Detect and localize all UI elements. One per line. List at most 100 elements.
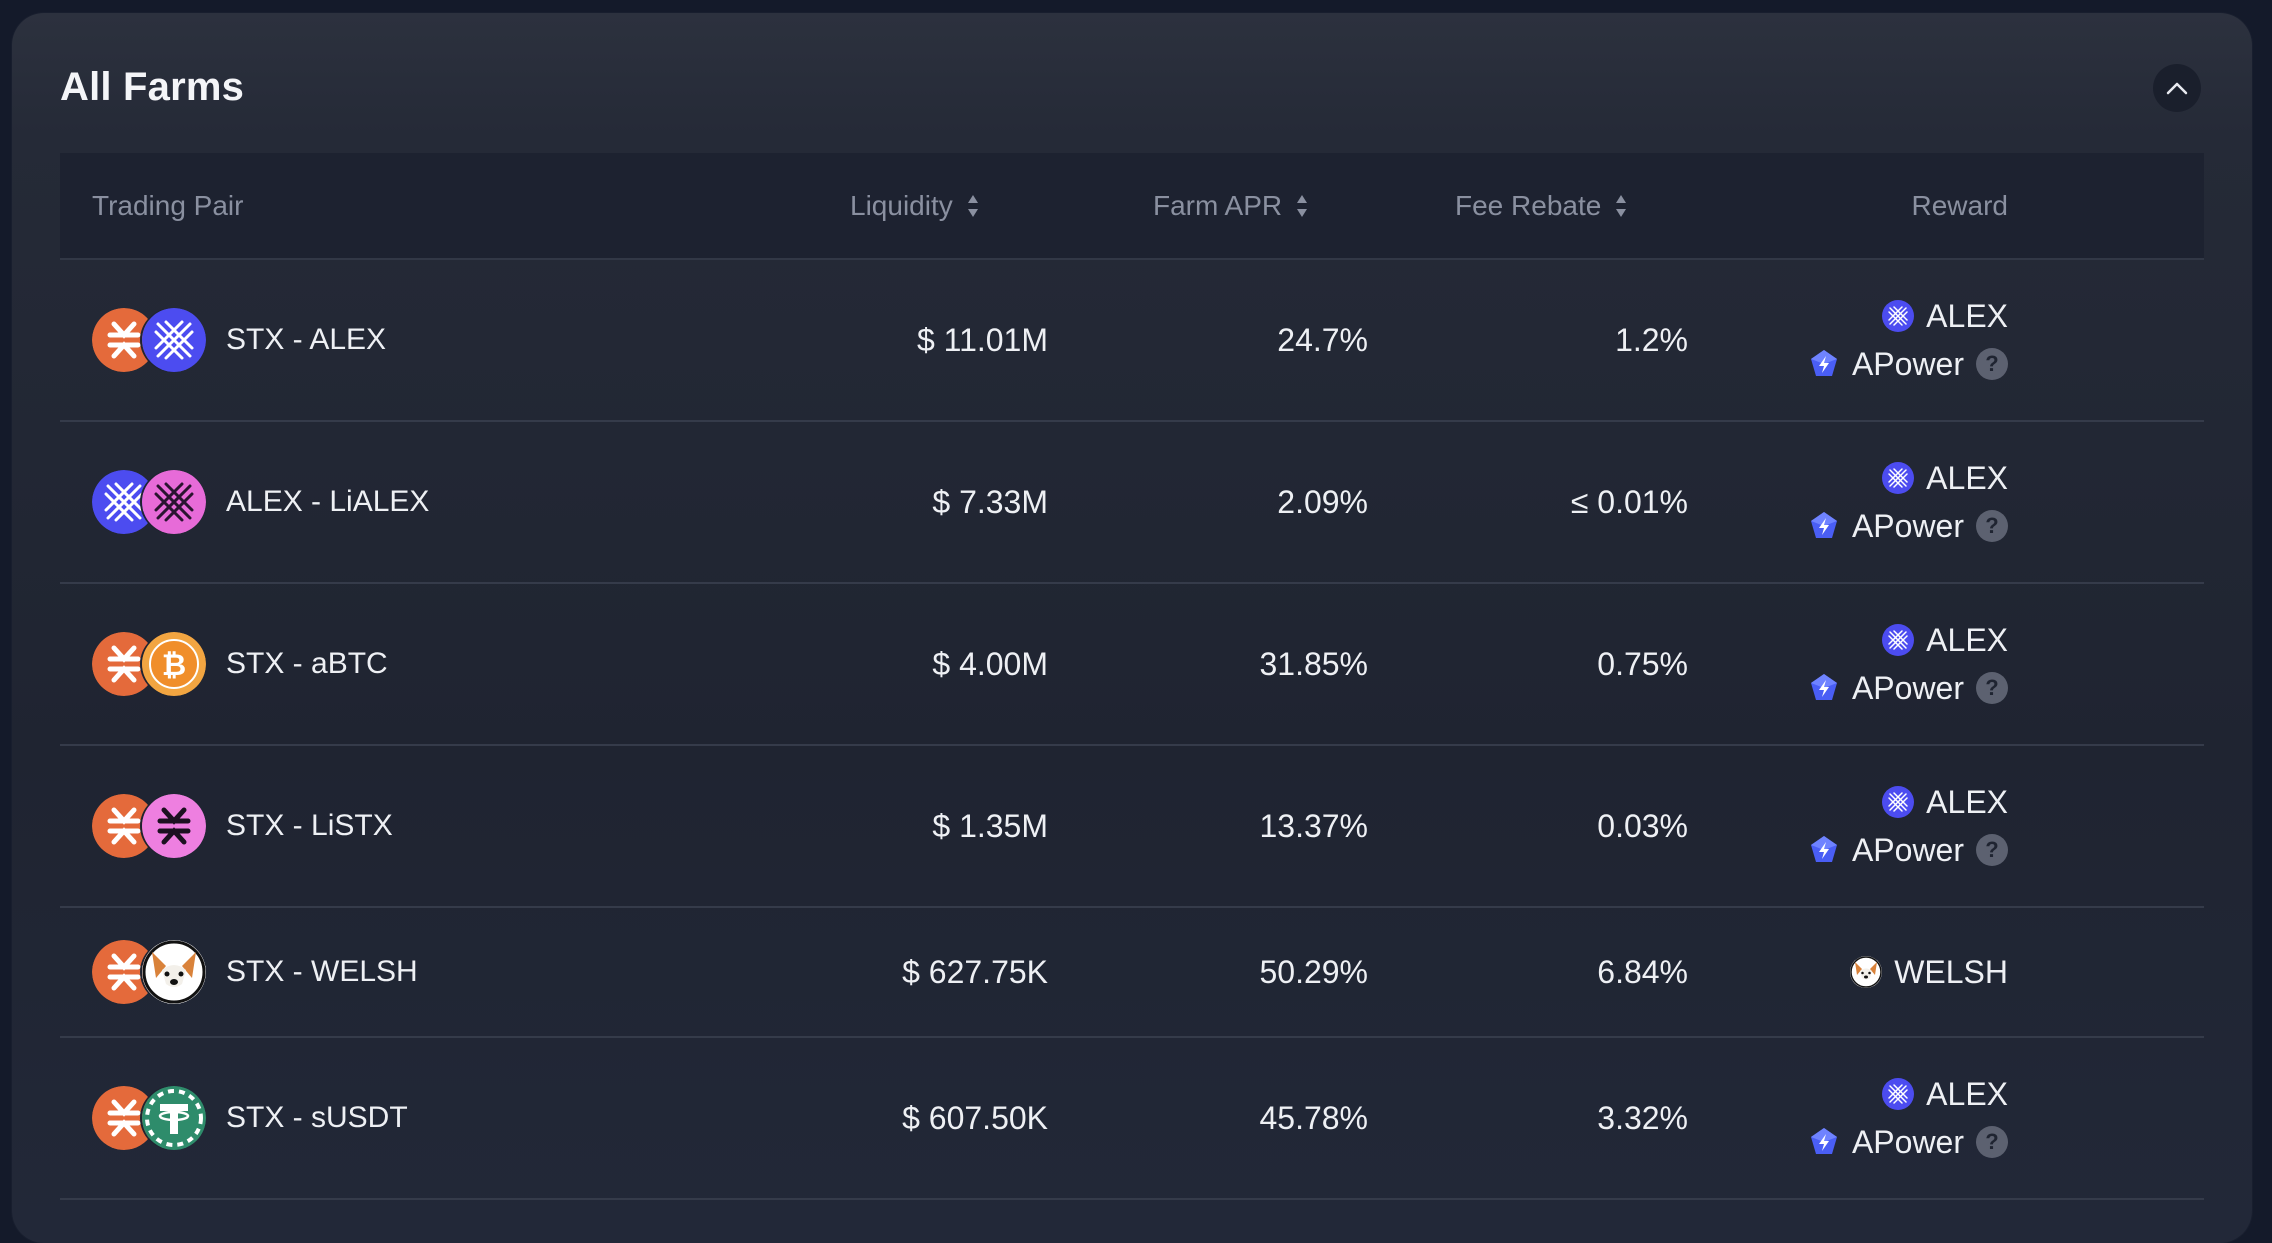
alex-icon (1882, 624, 1914, 656)
column-header-trading-pair: Trading Pair (92, 189, 244, 221)
table-row[interactable]: STX - aBTC $ 4.00M 31.85% 0.75% ALEX APo… (60, 584, 2204, 746)
reward-name: APower (1851, 507, 1964, 544)
reward-list: ALEX APower? (1640, 1038, 2008, 1198)
trading-pair: STX - aBTC (92, 584, 388, 744)
fee-rebate-value: 6.84% (1597, 953, 1688, 990)
help-icon[interactable]: ? (1976, 348, 2008, 380)
token-pair-icons (92, 470, 206, 534)
table-row[interactable]: STX - sUSDT $ 607.50K 45.78% 3.32% ALEX … (60, 1038, 2204, 1200)
reward-name: WELSH (1894, 953, 2008, 990)
reward-token: APower? (1808, 346, 2008, 382)
reward-list: ALEX APower? (1640, 746, 2008, 906)
reward-name: ALEX (1926, 459, 2008, 496)
pair-label: STX - LiSTX (226, 809, 393, 842)
reward-name: ALEX (1926, 621, 2008, 658)
alex-icon (1882, 300, 1914, 332)
apower-icon (1808, 672, 1840, 704)
reward-token: APower? (1808, 670, 2008, 706)
farm-apr-value: 31.85% (1259, 645, 1368, 682)
table-row[interactable]: STX - WELSH $ 627.75K 50.29% 6.84% WELSH (60, 908, 2204, 1038)
pair-label: STX - WELSH (226, 955, 418, 988)
reward-token: ALEX (1882, 1076, 2008, 1112)
trading-pair: ALEX - LiALEX (92, 422, 429, 582)
welsh-icon (142, 940, 206, 1004)
token-pair-icons (92, 308, 206, 372)
sort-icon (967, 194, 978, 217)
help-icon[interactable]: ? (1976, 834, 2008, 866)
reward-token: ALEX (1882, 298, 2008, 334)
table-row[interactable]: ALEX - LiALEX $ 7.33M 2.09% ≤ 0.01% ALEX… (60, 422, 2204, 584)
reward-token: WELSH (1850, 954, 2008, 990)
reward-list: ALEX APower? (1640, 422, 2008, 582)
reward-name: ALEX (1926, 783, 2008, 820)
chevron-up-icon (2166, 82, 2188, 95)
reward-name: APower (1851, 345, 1964, 382)
help-icon[interactable]: ? (1976, 510, 2008, 542)
alex-icon (1882, 462, 1914, 494)
reward-list: ALEX APower? (1640, 584, 2008, 744)
liquidity-value: $ 11.01M (916, 321, 1048, 358)
liquidity-value: $ 7.33M (932, 483, 1048, 520)
reward-token: ALEX (1882, 784, 2008, 820)
reward-name: ALEX (1926, 297, 2008, 334)
listx-icon (142, 794, 206, 858)
abtc-icon (142, 632, 206, 696)
table-row[interactable]: STX - LiSTX $ 1.35M 13.37% 0.03% ALEX AP… (60, 746, 2204, 908)
collapse-button[interactable] (2153, 64, 2201, 112)
help-icon[interactable]: ? (1976, 1126, 2008, 1158)
trading-pair: STX - WELSH (92, 908, 418, 1036)
panel-title: All Farms (60, 65, 245, 109)
reward-token: ALEX (1882, 460, 2008, 496)
help-icon[interactable]: ? (1976, 672, 2008, 704)
token-pair-icons (92, 632, 206, 696)
column-header-liquidity[interactable]: Liquidity (850, 153, 979, 258)
column-header-fee-rebate[interactable]: Fee Rebate (1455, 153, 1627, 258)
reward-list: WELSH (1640, 908, 2008, 1036)
fee-rebate-value: 0.75% (1597, 645, 1688, 682)
column-header-reward: Reward (1911, 189, 2008, 221)
sort-icon (1616, 194, 1627, 217)
reward-list: ALEX APower? (1640, 260, 2008, 420)
fee-rebate-value: ≤ 0.01% (1570, 483, 1688, 520)
all-farms-panel: All Farms Trading Pair Liquidity Farm AP… (12, 13, 2252, 1243)
farm-apr-value: 2.09% (1277, 483, 1368, 520)
pair-label: STX - aBTC (226, 647, 388, 680)
apower-icon (1808, 348, 1840, 380)
farm-apr-value: 45.78% (1259, 1099, 1368, 1136)
liquidity-value: $ 4.00M (932, 645, 1048, 682)
reward-name: APower (1851, 831, 1964, 868)
farms-table: Trading Pair Liquidity Farm APR Fee Reba… (60, 153, 2204, 1200)
reward-name: ALEX (1926, 1075, 2008, 1112)
table-body: STX - ALEX $ 11.01M 24.7% 1.2% ALEX APow… (60, 260, 2204, 1200)
token-pair-icons (92, 794, 206, 858)
table-header: Trading Pair Liquidity Farm APR Fee Reba… (60, 153, 2204, 260)
liquidity-value: $ 627.75K (902, 953, 1048, 990)
susdt-icon (142, 1086, 206, 1150)
table-row[interactable]: STX - ALEX $ 11.01M 24.7% 1.2% ALEX APow… (60, 260, 2204, 422)
reward-name: APower (1851, 669, 1964, 706)
farm-apr-value: 50.29% (1259, 953, 1368, 990)
farm-apr-value: 24.7% (1277, 321, 1368, 358)
reward-token: APower? (1808, 1124, 2008, 1160)
reward-token: ALEX (1882, 622, 2008, 658)
fee-rebate-value: 1.2% (1615, 321, 1688, 358)
alex-icon (1882, 1078, 1914, 1110)
fee-rebate-value: 3.32% (1597, 1099, 1688, 1136)
alex-icon (1882, 786, 1914, 818)
pair-label: ALEX - LiALEX (226, 485, 430, 518)
reward-name: APower (1851, 1123, 1964, 1160)
column-header-farm-apr[interactable]: Farm APR (1153, 153, 1308, 258)
apower-icon (1808, 510, 1840, 542)
token-pair-icons (92, 1086, 206, 1150)
trading-pair: STX - LiSTX (92, 746, 393, 906)
reward-token: APower? (1808, 508, 2008, 544)
welsh-icon (1850, 956, 1882, 988)
pair-label: STX - ALEX (226, 323, 387, 356)
liquidity-value: $ 607.50K (902, 1099, 1048, 1136)
reward-token: APower? (1808, 832, 2008, 868)
trading-pair: STX - sUSDT (92, 1038, 408, 1198)
trading-pair: STX - ALEX (92, 260, 386, 420)
token-pair-icons (92, 940, 206, 1004)
sort-icon (1297, 194, 1308, 217)
farm-apr-value: 13.37% (1259, 807, 1368, 844)
